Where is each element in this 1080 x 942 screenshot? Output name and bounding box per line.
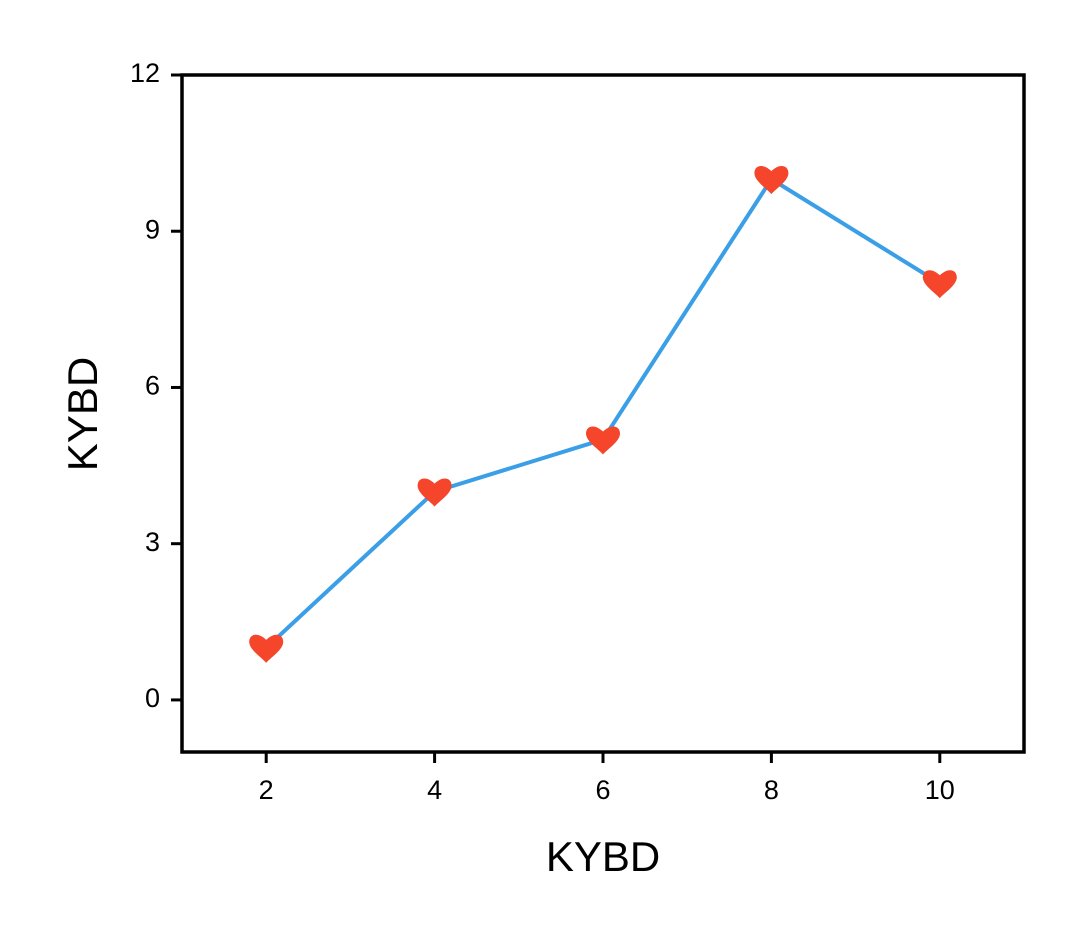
x-tick-label: 4 bbox=[427, 775, 442, 805]
x-tick-label: 2 bbox=[259, 775, 274, 805]
y-tick-label: 9 bbox=[145, 214, 160, 244]
point-marker bbox=[922, 270, 957, 299]
y-tick-label: 0 bbox=[145, 683, 160, 713]
x-axis-label: KYBD bbox=[546, 833, 660, 880]
x-tick-label: 8 bbox=[764, 775, 779, 805]
x-tick-label: 10 bbox=[925, 775, 955, 805]
point-marker bbox=[586, 426, 620, 455]
series-line bbox=[264, 176, 941, 650]
x-tick-label: 6 bbox=[595, 775, 610, 805]
plot-frame bbox=[180, 73, 1026, 754]
point-marker bbox=[754, 166, 789, 195]
y-tick-label: 3 bbox=[145, 527, 160, 557]
y-tick-label: 6 bbox=[145, 371, 160, 401]
point-marker bbox=[417, 478, 452, 507]
y-tick-label: 12 bbox=[130, 58, 160, 88]
point-marker bbox=[249, 634, 284, 663]
y-axis-label: KYBD bbox=[59, 357, 106, 471]
